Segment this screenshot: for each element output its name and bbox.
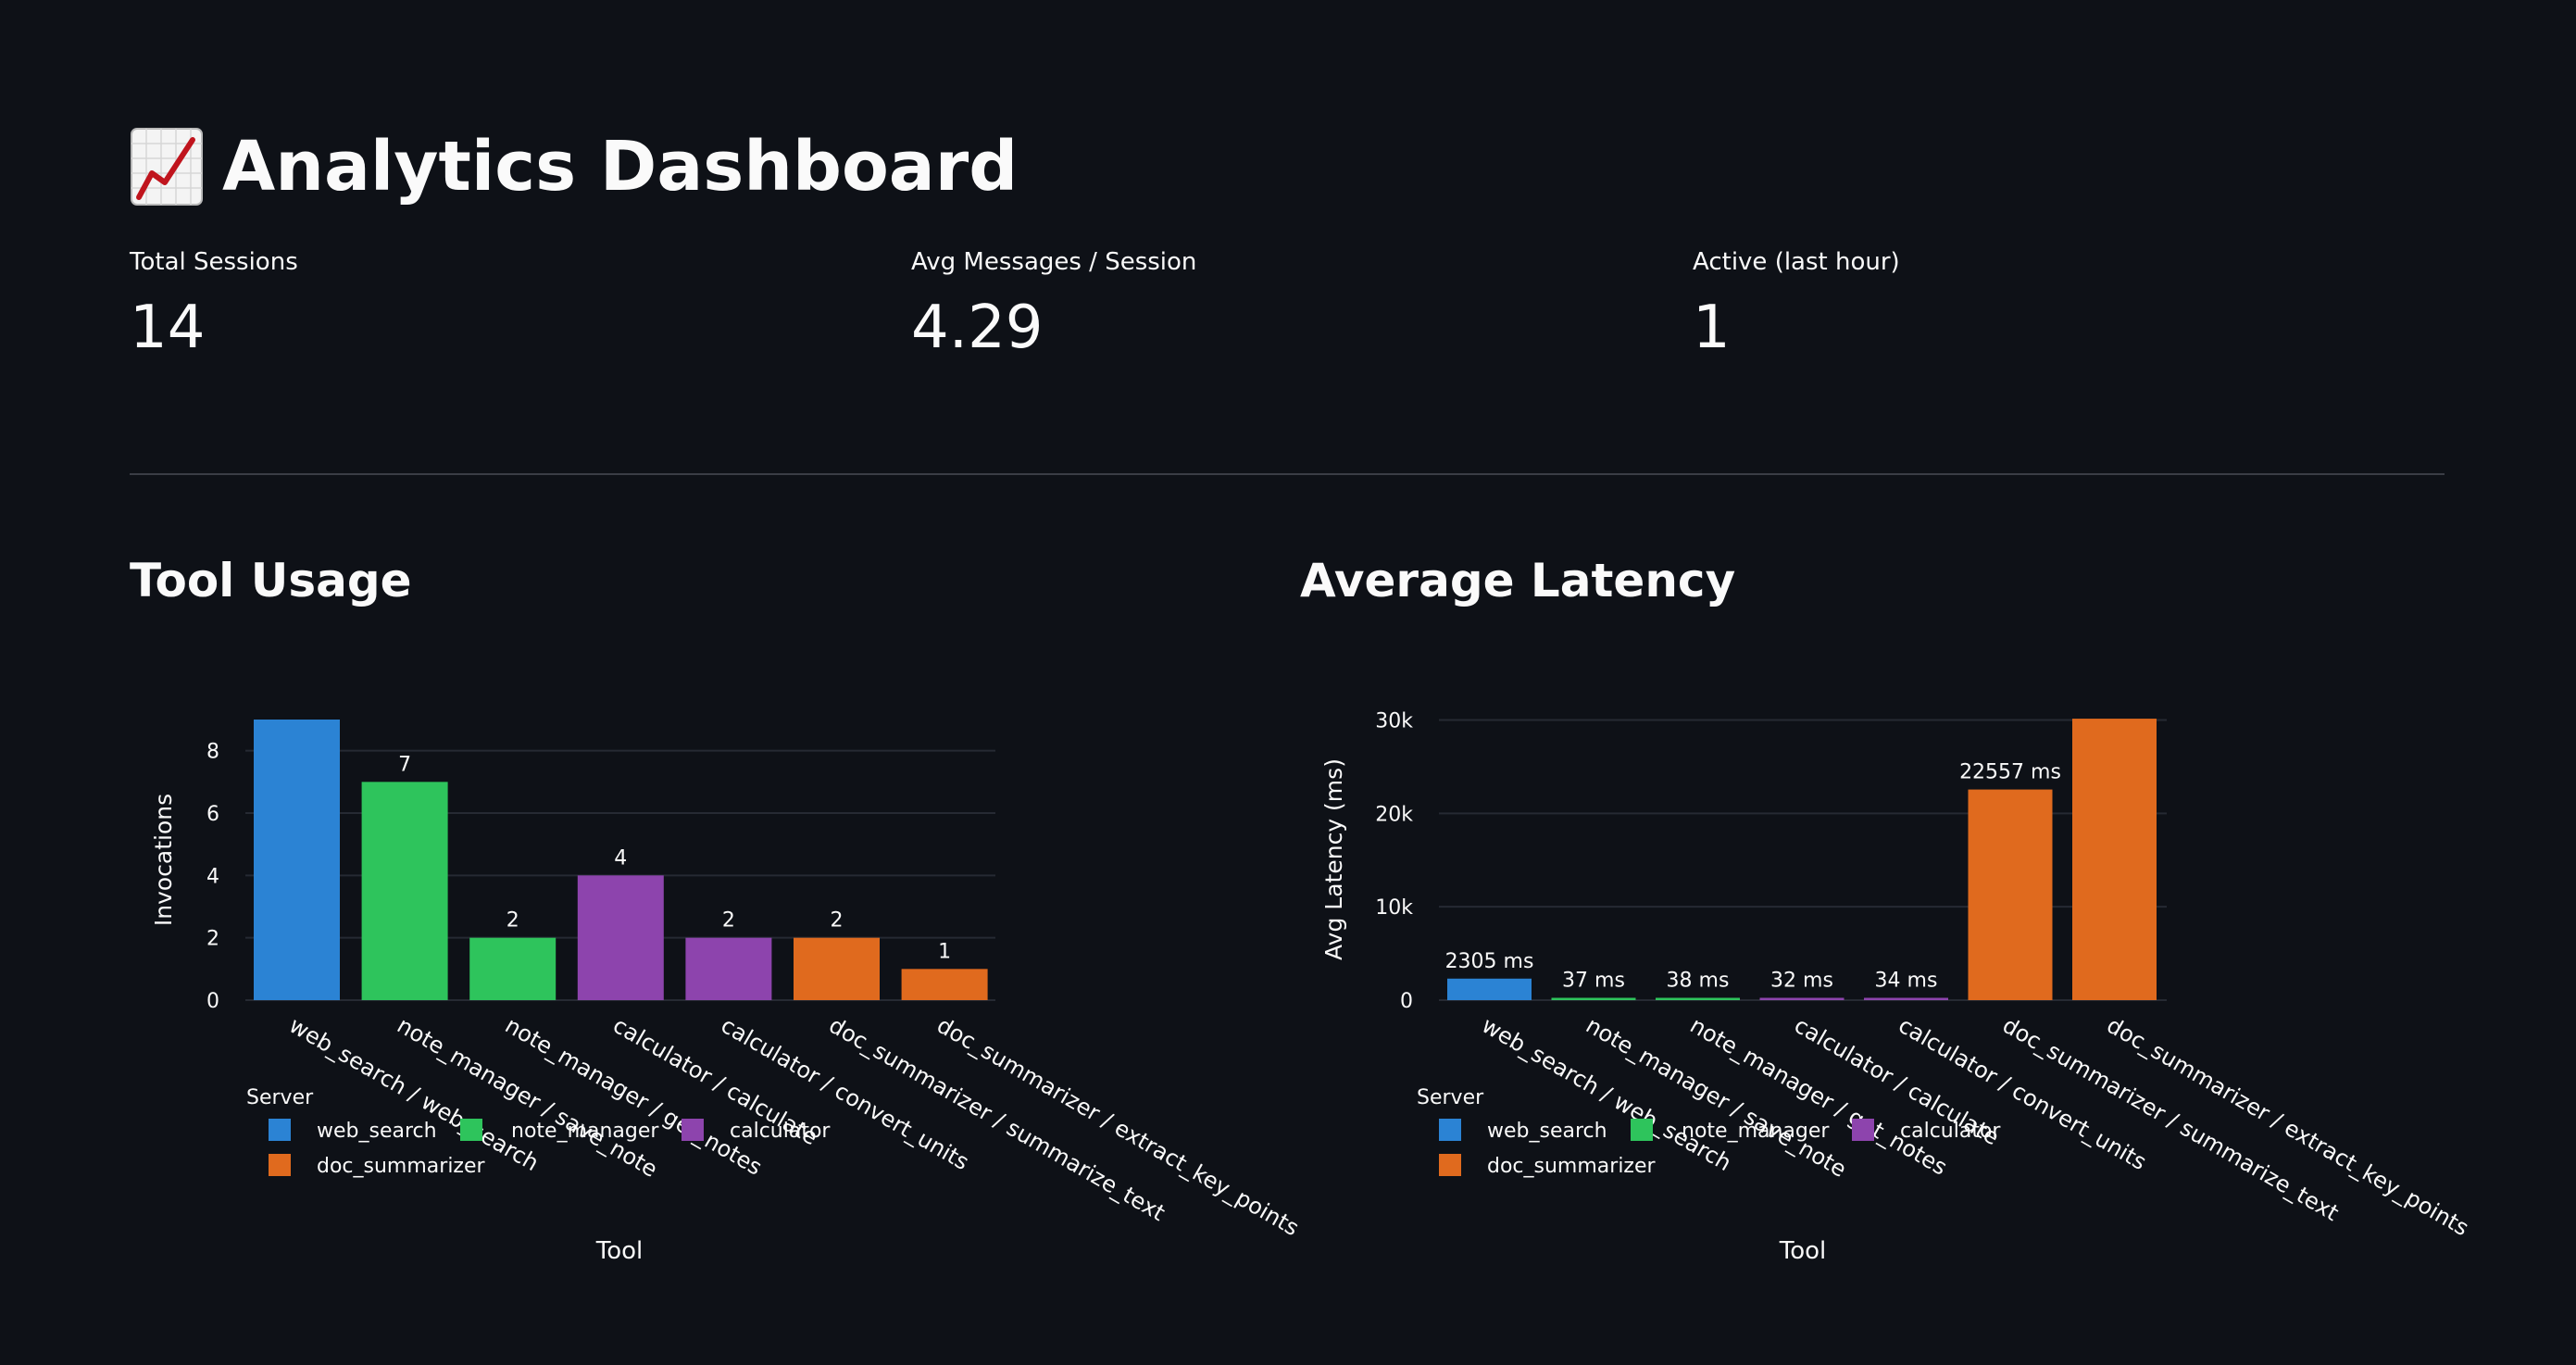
legend-label: web_search [317,1120,437,1143]
metric-avg-messages: Avg Messages / Session 4.29 [911,248,1196,357]
legend-swatch [682,1119,704,1141]
legend-swatch [269,1154,291,1176]
legend-swatch [1852,1119,1874,1141]
x-axis-title: Tool [595,1237,644,1265]
bar[interactable] [1968,789,2053,1000]
y-tick-label: 4 [206,865,219,888]
bar[interactable] [254,720,340,1000]
y-tick-label: 10k [1375,896,1413,920]
data-label: 32 ms [1770,970,1833,993]
metric-value: 1 [1693,294,1731,362]
data-label: 1 [938,940,951,963]
bar[interactable] [2072,719,2157,1000]
legend-label: note_manager [1682,1120,1830,1143]
bars-group [1447,719,2157,1000]
y-tick-label: 0 [1400,990,1413,1013]
y-axis-title: Avg Latency (ms) [1320,758,1347,960]
bar[interactable] [1551,997,1636,1001]
data-label: 2 [722,909,735,933]
bar[interactable] [469,937,556,1000]
y-tick-label: 8 [206,741,219,764]
bar[interactable] [794,937,880,1000]
data-label: 2 [506,909,519,933]
legend-swatch [269,1119,291,1141]
x-axis-title: Tool [1779,1237,1827,1265]
legend-swatch [460,1119,482,1141]
bars-group [254,720,988,1000]
bar[interactable] [901,969,988,1000]
data-labels-group: 2305 ms 37 ms 38 ms 32 ms 34 ms 22557 ms 30143… [1445,690,2166,993]
average-latency-heading: Average Latency [1300,554,1736,607]
title-row: Analytics Dashboard [130,116,1018,218]
legend-swatch [1631,1119,1653,1141]
metric-value: 4.29 [911,294,1044,362]
y-axis-title: Invocations [150,794,177,926]
bar[interactable] [1759,997,1844,1001]
data-label: 38 ms [1667,970,1730,993]
legend-label: doc_summarizer [1487,1155,1657,1178]
data-label: 7 [398,753,411,776]
legend-title: Server [1417,1086,1484,1109]
chart-increasing-icon [131,128,203,206]
data-label: 2 [831,909,844,933]
metric-label: Active (last hour) [1693,248,1900,276]
legend-swatch [1439,1154,1461,1176]
legend-swatch [1439,1119,1461,1141]
data-label: 30143 ms [2064,690,2166,713]
legend-title: Server [246,1086,314,1109]
tool-usage-heading: Tool Usage [130,554,412,607]
average-latency-chart: 0 10k 20k 30k Avg Latency (ms) 2305 ms 37 ms 38… [1320,690,2473,1265]
bar[interactable] [1656,997,1740,1001]
metric-label: Total Sessions [130,248,298,276]
data-label: 9 [291,691,304,714]
metric-total-sessions: Total Sessions 14 [130,248,298,357]
bar[interactable] [685,937,772,1000]
data-label: 34 ms [1875,970,1938,993]
data-label: 37 ms [1562,970,1625,993]
y-tick-label: 30k [1375,710,1413,733]
bar[interactable] [1864,997,1948,1001]
divider [130,473,2445,475]
legend-label: web_search [1487,1120,1607,1143]
data-label: 4 [614,846,627,870]
legend-label: doc_summarizer [317,1155,486,1178]
data-labels-group: 9 7 2 4 2 2 1 [291,691,951,963]
bar[interactable] [361,782,448,1000]
y-tick-label: 0 [206,990,219,1013]
bar[interactable] [1447,978,1532,1000]
metric-label: Avg Messages / Session [911,248,1197,276]
data-label: 2305 ms [1445,950,1534,973]
y-tick-label: 2 [206,928,219,951]
data-label: 22557 ms [1959,761,2061,784]
bar[interactable] [577,875,664,1000]
y-tick-label: 20k [1375,803,1413,826]
metric-value: 14 [130,294,206,362]
legend-label: note_manager [511,1120,659,1143]
legend-label: calculator [1900,1120,2001,1143]
page-title: Analytics Dashboard [222,127,1019,207]
y-tick-label: 6 [206,803,219,826]
legend-label: calculator [730,1120,831,1143]
metric-active-last-hour: Active (last hour) 1 [1693,248,1900,357]
